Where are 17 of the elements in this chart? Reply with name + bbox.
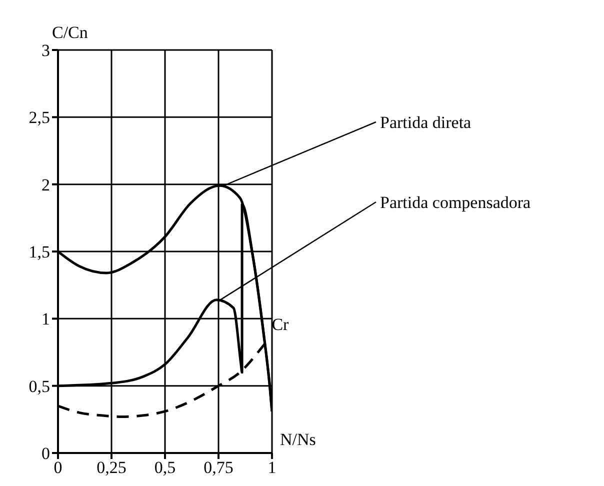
x-tick-label: 0: [54, 458, 62, 478]
y-axis-title: C/Cn: [52, 23, 88, 42]
y-tick-label: 2: [42, 175, 50, 194]
y-tick-label: 1: [42, 310, 50, 329]
text: Partida compensadora: [380, 193, 532, 212]
x-tick-label: 0,5: [154, 458, 176, 478]
y-tick-label: 1,5: [28, 242, 50, 262]
x-tick-label: 0,75: [204, 458, 234, 478]
x-axis-title: N/Ns: [280, 430, 316, 449]
text: Partida direta: [380, 113, 472, 132]
y-tick-label: 3: [42, 41, 50, 60]
x-tick-label: 0,25: [96, 458, 126, 478]
y-tick-label: 0: [42, 444, 50, 464]
y-tick-label: 2,5: [28, 108, 50, 128]
series-label: Cr: [272, 315, 290, 334]
y-tick-label: 0,5: [28, 376, 50, 396]
x-tick-label: 1: [268, 458, 276, 478]
